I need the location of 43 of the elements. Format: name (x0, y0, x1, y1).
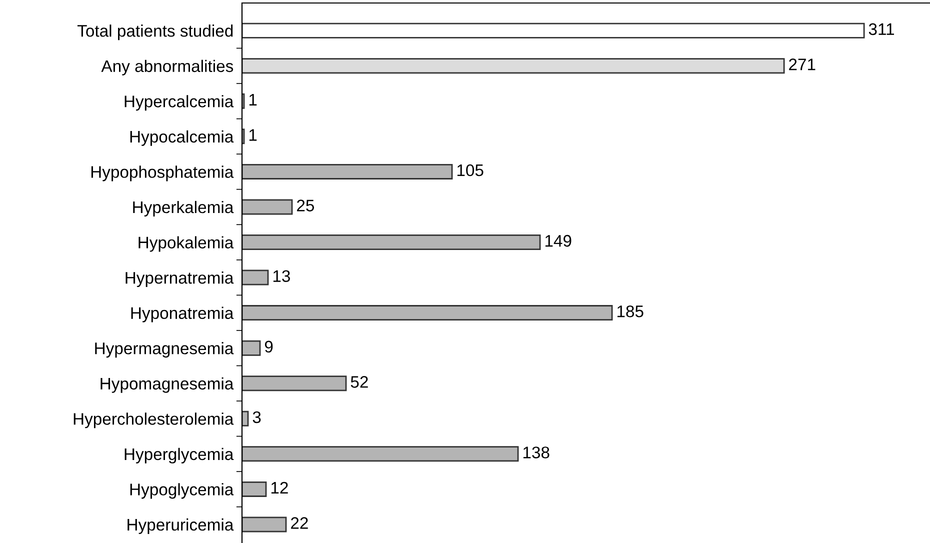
y-tick-label: Any abnormalities (101, 60, 234, 76)
y-tick-label: Total patients studied (77, 24, 233, 40)
data-label: 52 (350, 376, 368, 388)
y-tick-label: Hypercholesterolemia (74, 412, 234, 428)
bar (242, 199, 293, 215)
data-label: 25 (297, 200, 314, 212)
y-tick-label: Hypoglycemia (130, 483, 234, 499)
bar (242, 446, 519, 462)
data-label: 271 (789, 58, 816, 70)
bar (242, 270, 269, 286)
y-tick-label: Hypermagnesemia (95, 342, 234, 358)
data-label: 12 (271, 482, 288, 494)
y-tick-label: Hypercalcemia (124, 95, 234, 111)
y-tick-label: Hyperglycemia (124, 448, 234, 464)
bar (242, 376, 347, 392)
bar (242, 410, 249, 426)
data-label: 311 (868, 23, 894, 36)
data-label: 185 (617, 305, 644, 318)
data-label: 9 (264, 340, 273, 353)
data-label: 1 (249, 129, 257, 141)
y-tick-label: Hyponatremia (131, 306, 234, 322)
y-tick-label: Hypophosphatemia (91, 166, 234, 182)
y-tick-label: Hypomagnesemia (100, 377, 234, 393)
bar (242, 234, 541, 250)
bar (242, 164, 453, 180)
y-tick-label: Hypocalcemia (130, 130, 234, 146)
bar (242, 516, 287, 532)
data-label: 149 (545, 234, 572, 247)
bar (242, 22, 865, 38)
bar (242, 481, 267, 497)
y-tick-label: Hypernatremia (126, 271, 234, 288)
data-label: 138 (523, 446, 550, 458)
y-tick-label: Hypokalemia (138, 236, 234, 252)
data-label: 3 (252, 411, 261, 424)
bar (242, 58, 785, 74)
data-label: 105 (457, 164, 484, 176)
y-tick-label: Hyperkalemia (133, 200, 234, 216)
data-label: 22 (291, 517, 308, 529)
data-label: 13 (273, 270, 290, 282)
data-label: 1 (249, 94, 257, 106)
bar (242, 340, 261, 356)
bar (242, 305, 613, 321)
y-tick-label: Hyperuricemia (128, 518, 234, 534)
